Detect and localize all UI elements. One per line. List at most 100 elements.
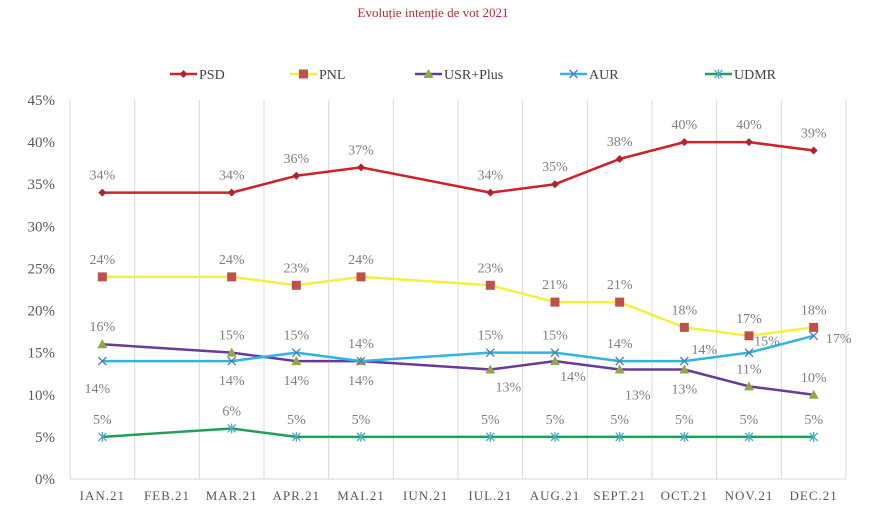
legend-item: PNL bbox=[290, 68, 345, 83]
data-label: 14% bbox=[691, 343, 717, 358]
data-label: 15% bbox=[283, 329, 309, 344]
legend-label: USR+Plus bbox=[444, 68, 503, 83]
data-label: 13% bbox=[495, 381, 521, 396]
diamond-marker bbox=[292, 171, 301, 180]
data-label: 24% bbox=[219, 253, 245, 268]
x-marker bbox=[485, 348, 495, 358]
square-marker bbox=[679, 322, 689, 332]
x-marker bbox=[569, 69, 578, 79]
data-label: 14% bbox=[283, 374, 309, 389]
x-tick-label: AUG.21 bbox=[530, 488, 580, 503]
data-label: 18% bbox=[671, 303, 697, 318]
x-tick-label: DEC.21 bbox=[790, 488, 838, 503]
data-label: 17% bbox=[826, 332, 852, 347]
y-tick-label: 30% bbox=[28, 219, 56, 235]
square-marker bbox=[809, 322, 819, 332]
triangle-marker bbox=[291, 356, 302, 366]
chart-title: Evoluție intenție de vot 2021 bbox=[358, 5, 509, 20]
diamond-marker bbox=[551, 180, 559, 189]
triangle-marker bbox=[485, 364, 496, 374]
y-tick-label: 25% bbox=[28, 261, 56, 277]
data-label: 5% bbox=[546, 413, 565, 428]
data-label: 17% bbox=[736, 312, 762, 327]
y-axis: 0% 5% 10% 15% 20% 25% 30% 35% 40% 45% bbox=[28, 93, 56, 488]
diamond-marker bbox=[98, 188, 107, 197]
data-label: 24% bbox=[89, 253, 115, 268]
data-label: 16% bbox=[89, 320, 115, 335]
x-tick-label: MAR.21 bbox=[206, 488, 258, 503]
data-label: 13% bbox=[671, 383, 697, 398]
data-label: 34% bbox=[89, 169, 115, 184]
diamond-marker bbox=[615, 154, 624, 163]
diamond-marker bbox=[486, 188, 495, 197]
data-label: 14% bbox=[348, 374, 374, 389]
data-label: 35% bbox=[542, 160, 568, 175]
data-label: 24% bbox=[348, 253, 374, 268]
data-label: 5% bbox=[93, 413, 112, 428]
series-line bbox=[102, 427, 814, 439]
x-tick-label: MAI.21 bbox=[337, 488, 385, 503]
star-marker bbox=[809, 431, 819, 442]
series-line bbox=[102, 334, 814, 363]
data-label: 39% bbox=[801, 127, 827, 142]
data-label: 15% bbox=[542, 329, 568, 344]
data-label: 6% bbox=[222, 404, 241, 419]
data-label: 5% bbox=[675, 413, 694, 428]
data-label: 5% bbox=[804, 413, 823, 428]
data-label: 14% bbox=[219, 374, 245, 389]
square-marker bbox=[227, 272, 237, 282]
x-marker bbox=[679, 356, 689, 366]
data-label: 21% bbox=[542, 278, 568, 293]
diamond-marker bbox=[809, 146, 818, 155]
x-marker bbox=[97, 356, 107, 366]
data-label: 34% bbox=[477, 169, 503, 184]
data-label: 40% bbox=[736, 118, 762, 133]
y-tick-label: 5% bbox=[35, 430, 55, 446]
y-tick-label: 15% bbox=[28, 346, 56, 362]
x-tick-label: NOV.21 bbox=[725, 488, 774, 503]
square-marker bbox=[550, 297, 560, 307]
triangle-marker bbox=[614, 364, 625, 374]
diamond-marker bbox=[179, 70, 188, 78]
data-label: 36% bbox=[283, 152, 309, 167]
data-label: 10% bbox=[801, 371, 827, 386]
data-label: 15% bbox=[477, 329, 503, 344]
data-label: 23% bbox=[283, 261, 309, 276]
star-marker bbox=[679, 431, 689, 442]
triangle-marker bbox=[808, 389, 819, 399]
data-label: 38% bbox=[607, 135, 633, 150]
y-tick-label: 0% bbox=[35, 472, 55, 488]
star-marker bbox=[227, 423, 237, 434]
data-label: 5% bbox=[740, 413, 759, 428]
series-aur: 14% 14% 15% 14% 15% 15% 14% 14% 15% 17% bbox=[84, 329, 851, 397]
star-marker bbox=[550, 431, 560, 442]
x-tick-label: SEPT.21 bbox=[593, 488, 646, 503]
x-marker bbox=[744, 348, 754, 358]
data-label: 14% bbox=[560, 370, 586, 385]
x-tick-label: IAN.21 bbox=[80, 488, 125, 503]
data-label: 40% bbox=[671, 118, 697, 133]
square-marker bbox=[485, 280, 495, 290]
diamond-marker bbox=[227, 188, 236, 197]
legend-item: PSD bbox=[170, 68, 225, 83]
x-marker bbox=[550, 348, 560, 358]
data-label: 15% bbox=[754, 335, 780, 350]
diamond-marker bbox=[357, 163, 365, 172]
star-marker bbox=[356, 431, 366, 442]
series-udmr: 5% 6% 5% 5% 5% 5% 5% 5% 5% 5% bbox=[93, 404, 823, 442]
y-tick-label: 40% bbox=[28, 135, 56, 151]
legend: PSD PNL USR+Plus AUR UDMR bbox=[170, 68, 777, 83]
data-label: 5% bbox=[610, 413, 629, 428]
diamond-marker bbox=[745, 138, 753, 147]
star-marker bbox=[744, 431, 754, 442]
square-marker bbox=[291, 280, 301, 290]
data-label: 14% bbox=[348, 337, 374, 352]
triangle-marker bbox=[744, 381, 754, 391]
grid bbox=[69, 100, 847, 480]
data-label: 5% bbox=[481, 413, 500, 428]
data-label: 13% bbox=[625, 389, 651, 404]
legend-item: UDMR bbox=[705, 68, 777, 83]
triangle-marker bbox=[550, 356, 560, 366]
x-tick-label: OCT.21 bbox=[661, 488, 708, 503]
square-marker bbox=[615, 297, 625, 307]
